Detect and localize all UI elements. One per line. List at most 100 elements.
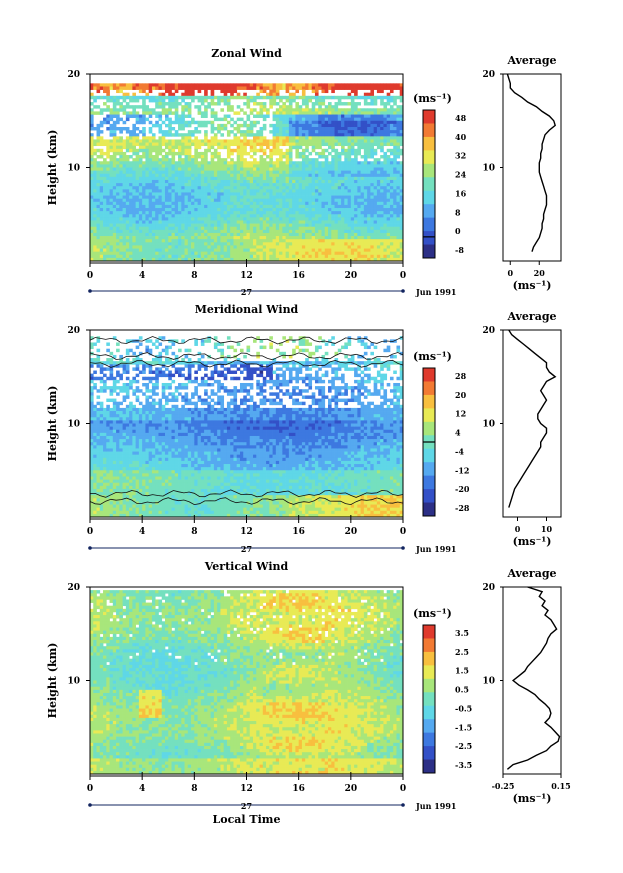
panel-1-heat-cell <box>106 167 110 171</box>
panel-1-heat-cell <box>96 229 101 234</box>
panel-1-heat-cell <box>282 164 286 168</box>
panel-1-heat-cell <box>292 251 296 256</box>
panel-1-heat-cell <box>220 83 225 87</box>
panel-1-heat-cell <box>194 155 198 159</box>
panel-1-heat-cell <box>191 117 195 122</box>
panel-1-heat-cell <box>200 95 205 100</box>
panel-2-heat-cell <box>90 404 94 409</box>
panel-1-heat-cell <box>344 83 348 87</box>
panel-1-heat-cell <box>298 130 303 134</box>
panel-2-heat-cell <box>90 495 94 499</box>
panel-1-heat-cell <box>389 239 394 243</box>
panel-1-heat-cell <box>305 251 309 256</box>
panel-1-heat-cell <box>360 133 365 137</box>
panel-1-heat-cell <box>253 142 257 147</box>
panel-1-heat-cell <box>217 161 221 165</box>
panel-1-heat-cell <box>90 220 94 224</box>
panel-1-heat-cell <box>259 164 264 168</box>
panel-1-heat-cell <box>191 92 195 97</box>
panel-1-heat-cell <box>220 239 225 243</box>
panel-1-heat-cell <box>295 167 300 171</box>
panel-1-heat-cell <box>357 170 361 175</box>
panel-1-heat-cell <box>210 179 215 184</box>
panel-1-heat-cell <box>151 217 156 221</box>
panel-1-heat-cell <box>230 92 234 97</box>
panel-1-heat-cell <box>275 251 280 256</box>
panel-1-heat-cell <box>142 179 146 184</box>
panel-1-heat-cell <box>135 195 140 200</box>
panel-1-heat-cell <box>210 232 215 237</box>
panel-1-heat-cell <box>181 220 185 224</box>
panel-1-heat-cell <box>249 208 254 212</box>
panel-1-heat-cell <box>256 208 260 212</box>
panel-1-heat-cell <box>380 257 384 262</box>
panel-1-heat-cell <box>360 217 365 221</box>
panel-1-heat-cell <box>187 102 192 106</box>
panel-1-heat-cell <box>148 236 153 240</box>
panel-1-heat-cell <box>389 89 394 94</box>
panel-1-heat-cell <box>363 204 368 209</box>
panel-1-heat-cell <box>106 242 110 246</box>
panel-1-heat-cell <box>178 83 182 87</box>
panel-1-heat-cell <box>295 95 300 100</box>
panel-1-heat-cell <box>292 126 296 131</box>
panel-1-heat-cell <box>246 179 251 184</box>
panel-1-heat-cell <box>334 208 339 212</box>
panel-1-heat-cell <box>396 105 401 109</box>
panel-1-heat-cell <box>236 161 241 165</box>
panel-1-heat-cell <box>249 98 254 103</box>
panel-1-heat-cell <box>246 142 251 147</box>
panel-1-heat-cell <box>207 95 211 100</box>
panel-1-heat-cell <box>116 257 120 262</box>
panel-1-heat-cell <box>383 229 388 234</box>
panel-1-heat-cell <box>324 114 329 118</box>
panel-1-heat-cell <box>360 220 365 224</box>
panel-1-heat-cell <box>112 139 117 143</box>
panel-1-heat-cell <box>275 229 280 234</box>
panel-1-heat-cell <box>262 204 267 209</box>
panel-1-heat-cell <box>266 186 270 190</box>
panel-1-heat-cell <box>112 120 117 125</box>
panel-1-heat-cell <box>197 217 202 221</box>
panel-1-heat-cell <box>275 239 280 243</box>
panel-1-heat-cell <box>194 198 198 203</box>
panel-1-heat-cell <box>145 142 150 147</box>
panel-1-heat-cell <box>197 108 202 112</box>
panel-1-heat-cell <box>262 220 267 224</box>
panel-1-heat-cell <box>383 86 388 90</box>
panel-1-heat-cell <box>279 151 283 156</box>
panel-1-heat-cell <box>373 201 378 206</box>
panel-1-heat-cell <box>357 226 361 231</box>
panel-1-heat-cell <box>311 179 316 184</box>
panel-1-heat-cell <box>373 114 378 118</box>
panel-1-heat-cell <box>380 114 384 118</box>
panel-1-heat-cell <box>262 164 267 168</box>
panel-1-heat-cell <box>194 120 198 125</box>
panel-1-heat-cell <box>129 95 133 100</box>
panel-1-heat-cell <box>266 204 270 209</box>
panel-1-heat-cell <box>132 142 136 147</box>
panel-1-heat-cell <box>324 176 329 181</box>
panel-1-average-profile-line <box>506 73 557 252</box>
panel-1-heat-cell <box>308 95 313 100</box>
panel-1-heat-cell <box>184 114 189 118</box>
panel-1-heat-cell <box>106 126 110 131</box>
panel-1-heat-cell <box>151 123 156 128</box>
panel-1-heat-cell <box>396 204 401 209</box>
panel-1-heat-cell <box>344 220 348 224</box>
panel-1-heat-cell <box>301 229 306 234</box>
panel-1-heat-cell <box>350 108 355 112</box>
panel-1-heat-cell <box>318 117 322 122</box>
panel-1-heat-cell <box>363 214 368 218</box>
panel-1-heat-cell <box>164 130 169 134</box>
panel-1-heat-cell <box>292 145 296 150</box>
panel-1-heat-cell <box>288 217 293 221</box>
panel-1-heat-cell <box>109 192 114 196</box>
panel-1-heat-cell <box>168 170 172 175</box>
panel-1-heat-cell <box>253 114 257 118</box>
panel-1-heat-cell <box>142 155 146 159</box>
panel-1-heat-cell <box>151 232 156 237</box>
panel-1-heat-cell <box>314 170 319 175</box>
panel-1-heat-cell <box>399 108 404 112</box>
panel-1-heat-cell <box>220 183 225 187</box>
